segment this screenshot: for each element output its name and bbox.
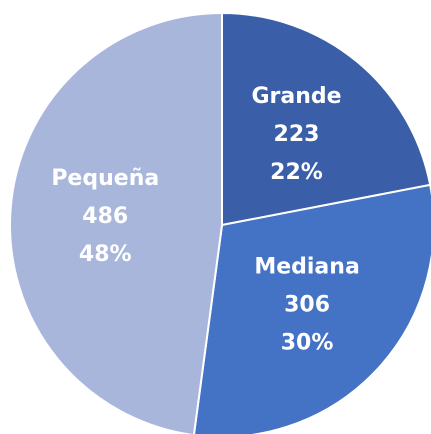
slice-label: Mediana: [254, 254, 359, 279]
pie-slice: [221, 11, 431, 227]
slice-label: Pequeña: [51, 166, 159, 191]
slice-value: 306: [284, 292, 330, 317]
slice-percent: 22%: [270, 160, 323, 185]
pie-slice: [9, 11, 223, 434]
slice-value: 223: [274, 122, 320, 147]
slice-value: 486: [82, 204, 128, 229]
slice-percent: 30%: [281, 330, 334, 355]
slice-percent: 48%: [79, 242, 132, 267]
pie-slice: [193, 183, 431, 434]
slice-label: Grande: [251, 84, 341, 109]
